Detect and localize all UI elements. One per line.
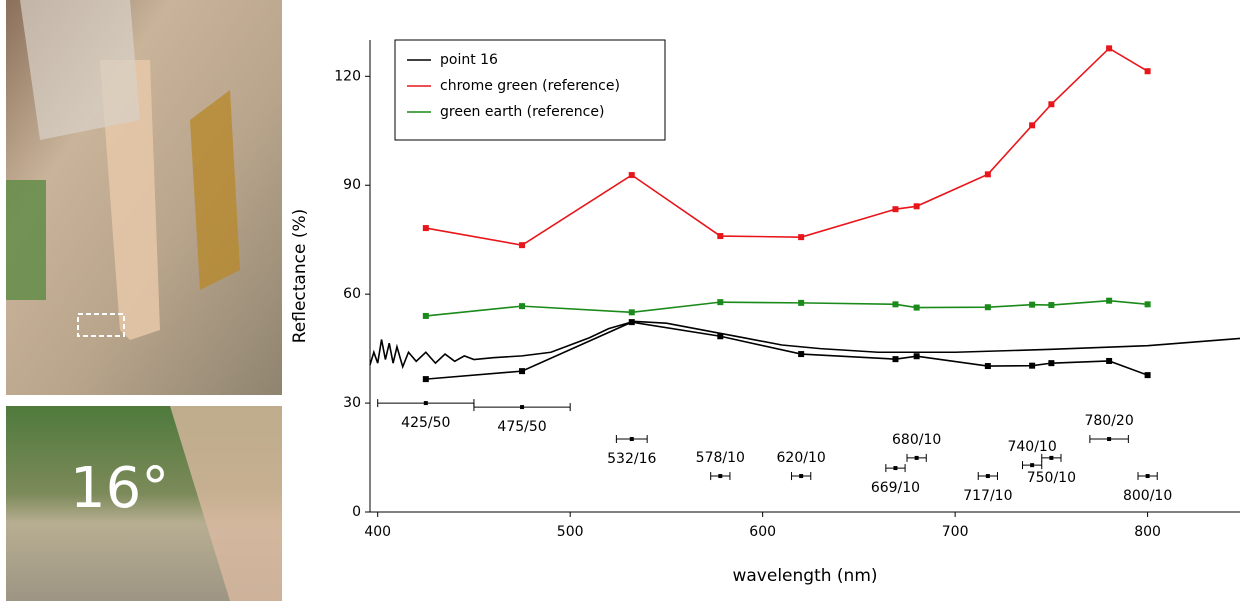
filter-label: 669/10 bbox=[871, 480, 920, 496]
photo-label: 16° bbox=[70, 456, 169, 521]
marker bbox=[1106, 297, 1113, 304]
filter-center bbox=[629, 437, 634, 442]
marker bbox=[798, 299, 805, 306]
x-axis-label: wavelength (nm) bbox=[732, 566, 877, 586]
filter-center bbox=[423, 401, 428, 406]
marker bbox=[984, 171, 991, 178]
filter-center bbox=[1107, 437, 1112, 442]
marker bbox=[519, 368, 526, 375]
marker bbox=[1144, 301, 1151, 308]
filter-label: 800/10 bbox=[1123, 488, 1172, 504]
marker bbox=[1048, 101, 1055, 108]
y-tick-label: 120 bbox=[334, 68, 361, 84]
filter-label: 425/50 bbox=[401, 415, 450, 431]
marker bbox=[1106, 357, 1113, 364]
x-tick-label: 700 bbox=[942, 524, 969, 540]
x-tick-label: 500 bbox=[557, 524, 584, 540]
legend-box bbox=[394, 39, 666, 141]
marker bbox=[892, 301, 899, 308]
y-tick-label: 30 bbox=[343, 395, 361, 411]
series-line bbox=[425, 299, 1148, 317]
filter-center bbox=[985, 474, 990, 479]
marker bbox=[984, 363, 991, 370]
marker bbox=[422, 312, 429, 319]
marker bbox=[1048, 302, 1055, 309]
filter-label: 620/10 bbox=[777, 450, 826, 466]
filter-label: 740/10 bbox=[1007, 439, 1056, 455]
filter-label: 680/10 bbox=[892, 432, 941, 448]
y-tick-label: 90 bbox=[343, 177, 361, 193]
filter-center bbox=[1145, 474, 1150, 479]
x-tick-label: 600 bbox=[749, 524, 776, 540]
marker bbox=[519, 242, 526, 249]
series-line bbox=[369, 320, 1241, 370]
marker bbox=[913, 353, 920, 360]
filter-label: 532/16 bbox=[607, 451, 656, 467]
marker bbox=[1029, 362, 1036, 369]
y-axis-label: Reflectance (%) bbox=[290, 209, 310, 344]
filter-center bbox=[893, 466, 898, 471]
marker bbox=[1029, 301, 1036, 308]
marker bbox=[892, 206, 899, 213]
marker bbox=[798, 234, 805, 241]
y-tick-label: 60 bbox=[343, 286, 361, 302]
filter-center bbox=[718, 474, 723, 479]
marker bbox=[628, 309, 635, 316]
marker bbox=[913, 304, 920, 311]
x-tick-label: 400 bbox=[364, 524, 391, 540]
marker bbox=[984, 304, 991, 311]
series-line bbox=[425, 321, 1148, 380]
filter-label: 717/10 bbox=[963, 488, 1012, 504]
y-tick-label: 0 bbox=[352, 504, 361, 520]
filter-center bbox=[1030, 463, 1035, 468]
marker bbox=[1048, 360, 1055, 367]
photo-bottom: 16° bbox=[6, 406, 282, 601]
filter-center bbox=[520, 405, 525, 410]
filter-center bbox=[1049, 455, 1054, 460]
marker bbox=[1029, 122, 1036, 129]
x-tick-label: 800 bbox=[1134, 524, 1161, 540]
marker bbox=[422, 225, 429, 232]
series-line bbox=[425, 47, 1149, 246]
legend-label: chrome green (reference) bbox=[440, 78, 620, 94]
legend-label: green earth (reference) bbox=[440, 104, 604, 120]
marker bbox=[422, 376, 429, 383]
filter-label: 475/50 bbox=[497, 419, 546, 435]
marker bbox=[892, 356, 899, 363]
filter-center bbox=[799, 474, 804, 479]
marker bbox=[519, 303, 526, 310]
legend-label: point 16 bbox=[440, 52, 498, 68]
filter-label: 780/20 bbox=[1084, 413, 1133, 429]
marker bbox=[717, 233, 724, 240]
marker bbox=[717, 333, 724, 340]
filter-label: 578/10 bbox=[696, 450, 745, 466]
marker bbox=[1144, 372, 1151, 379]
marker bbox=[798, 351, 805, 358]
photo-top bbox=[6, 0, 282, 395]
chart: 400 500 600 700 800 0 30 60 90 120 wavelength (nm)… bbox=[290, 39, 1241, 586]
marker bbox=[913, 203, 920, 210]
marker bbox=[1106, 45, 1113, 52]
marker bbox=[628, 172, 635, 179]
filter-label: 750/10 bbox=[1027, 470, 1076, 486]
marker bbox=[1144, 68, 1151, 75]
filter-center bbox=[914, 455, 919, 460]
marker bbox=[717, 299, 724, 306]
